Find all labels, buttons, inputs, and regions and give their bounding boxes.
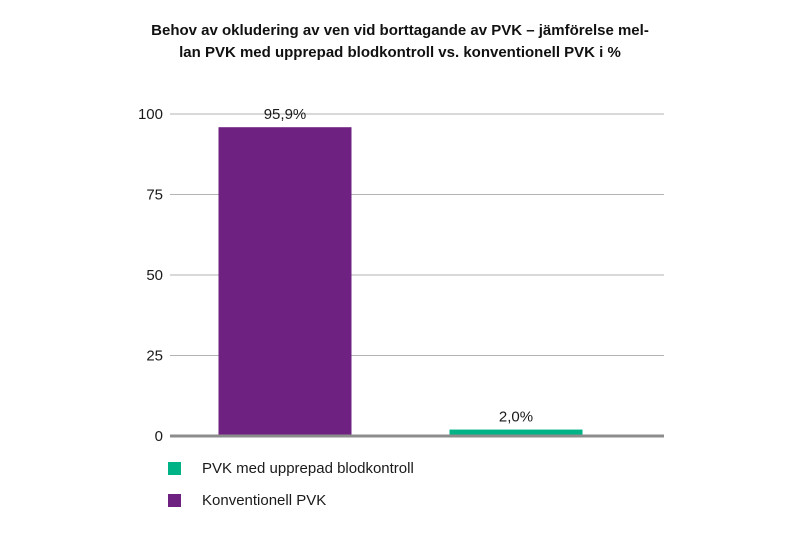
chart-title-line-2: lan PVK med upprepad blodkontroll vs. ko…	[179, 44, 621, 61]
bar	[218, 127, 352, 437]
chart-title-line-1: Behov av okludering av ven vid borttagan…	[151, 22, 649, 39]
y-tick-label: 25	[146, 348, 163, 365]
legend-label: PVK med upprepad blodkontroll	[202, 459, 414, 477]
legend-swatch-green	[168, 461, 181, 475]
legend-label: Konventionell PVK	[202, 491, 327, 509]
chart-title: Behov av okludering av ven vid borttagan…	[100, 20, 700, 64]
legend-item-repeat-blood-control: PVK med upprepad blodkontroll	[168, 458, 414, 478]
y-tick-label: 0	[155, 428, 163, 445]
legend: PVK med upprepad blodkontroll Konvention…	[168, 458, 414, 522]
y-tick-label: 75	[146, 187, 163, 204]
bar	[449, 429, 583, 436]
y-tick-label: 100	[138, 106, 163, 123]
data-label: 2,0%	[499, 409, 533, 426]
y-tick-label: 50	[146, 267, 163, 284]
legend-swatch-purple	[168, 493, 181, 507]
legend-item-conventional: Konventionell PVK	[168, 490, 414, 510]
data-label: 95,9%	[264, 106, 307, 123]
